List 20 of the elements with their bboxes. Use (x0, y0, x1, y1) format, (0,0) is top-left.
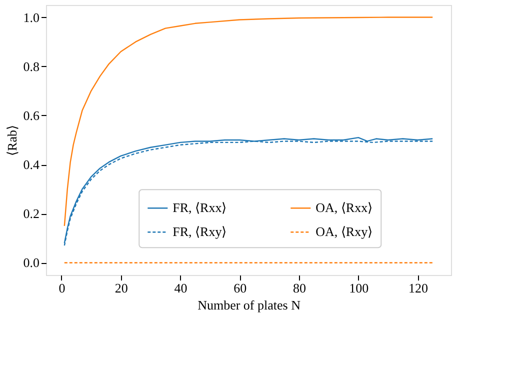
x-axis-title: Number of plates N (198, 298, 302, 312)
y-tick-label: 0.4 (23, 157, 40, 172)
legend-label: FR, ⟨Rxx⟩ (172, 200, 227, 216)
x-tick-label: 60 (234, 280, 247, 296)
y-tick-label: 0.0 (23, 255, 40, 270)
legend-label: OA, ⟨Rxx⟩ (316, 200, 373, 216)
x-tick-label: 0 (58, 280, 66, 296)
x-tick-label: 100 (349, 280, 369, 296)
x-tick-label: 80 (292, 280, 306, 296)
y-tick-label: 0.6 (23, 108, 40, 123)
y-tick-label: 0.2 (23, 206, 40, 222)
y-axis-title: ⟨Rab⟩ (4, 125, 20, 156)
x-tick-label: 40 (174, 280, 188, 296)
legend-label: FR, ⟨Rxy⟩ (172, 224, 227, 240)
line-series (64, 16, 434, 227)
y-tick-label: 0.8 (23, 58, 40, 74)
legend-label: OA, ⟨Rxy⟩ (316, 224, 373, 240)
x-tick-label: 20 (114, 280, 128, 296)
x-tick-label: 120 (408, 280, 428, 296)
y-tick-label: 1.0 (23, 10, 40, 25)
